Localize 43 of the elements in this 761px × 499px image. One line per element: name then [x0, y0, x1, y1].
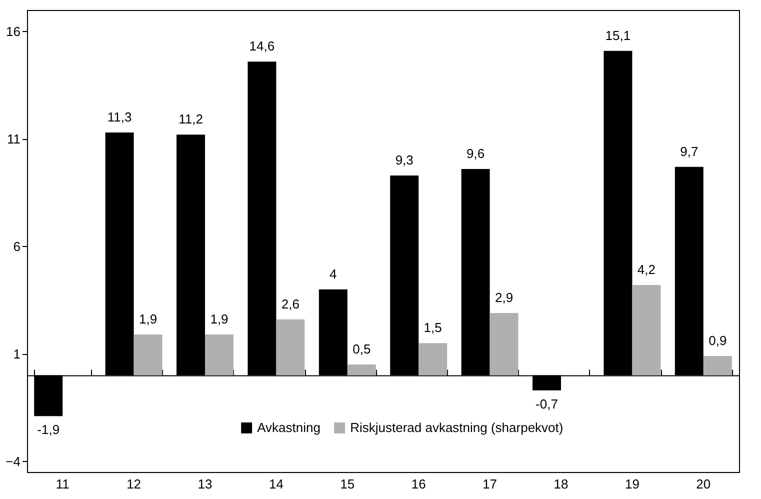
bar [632, 285, 661, 376]
bar [490, 312, 518, 376]
bar [347, 364, 376, 376]
data-label: 9,7 [680, 144, 698, 159]
x-tick-label: 16 [411, 476, 426, 492]
data-label: 1,9 [139, 311, 158, 326]
data-label: 0,9 [708, 332, 727, 348]
bar [205, 334, 234, 376]
data-label: 11,2 [178, 112, 203, 127]
y-tick-label: 16 [6, 24, 20, 39]
data-label: 1,5 [424, 320, 442, 336]
x-tick-label: 11 [56, 476, 70, 492]
data-label: -1,9 [37, 422, 60, 438]
data-label: 11,3 [107, 109, 132, 124]
y-tick-label: 6 [13, 238, 20, 254]
data-label: 9,3 [395, 152, 414, 168]
bar [418, 343, 448, 376]
data-label: 0,5 [352, 342, 371, 357]
x-tick-label: 17 [482, 476, 498, 492]
data-label: 2,9 [495, 290, 514, 305]
y-tick-label: 11 [7, 131, 20, 146]
y-tick-label: −4 [6, 454, 20, 469]
x-tick-label: 15 [340, 476, 355, 492]
x-tick-label: 12 [126, 476, 142, 492]
data-label: 9,6 [466, 146, 485, 162]
legend-label: Avkastning [257, 420, 320, 435]
data-label: 4,2 [637, 262, 656, 278]
x-tick-label: 13 [198, 476, 212, 492]
data-label: 4 [330, 266, 337, 282]
bar [134, 334, 162, 376]
x-tick-label: 20 [696, 476, 711, 492]
y-tick-label: 1 [13, 346, 20, 362]
data-label: 14,6 [249, 38, 275, 54]
legend-label: Riskjusterad avkastning (sharpekvot) [350, 420, 564, 435]
x-tick-label: 14 [268, 476, 284, 492]
bar [276, 319, 305, 376]
x-tick-label: 19 [624, 476, 640, 492]
data-label: 1,9 [210, 311, 228, 326]
data-label: 15,1 [605, 28, 631, 43]
data-label: 2,6 [281, 296, 300, 312]
x-tick-label: 18 [554, 476, 568, 492]
bar [703, 356, 732, 376]
data-label: -0,7 [536, 396, 558, 412]
